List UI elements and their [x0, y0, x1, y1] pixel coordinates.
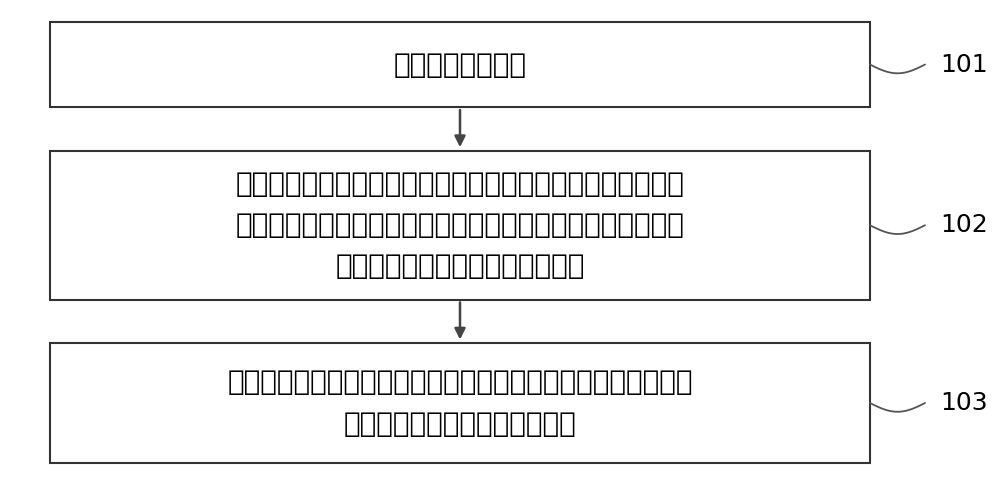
Text: 103: 103	[940, 391, 988, 415]
Text: 获取轮端需求扭矩: 获取轮端需求扭矩	[393, 51, 526, 78]
Text: 结合轮端需求扭矩、动力系统参数以及高压附件功耗需求，确
定目标运行模式，目标运行模式为符合当前整车驱动功率需求
以及整车高压附件功耗需求的模式: 结合轮端需求扭矩、动力系统参数以及高压附件功耗需求，确 定目标运行模式，目标运行…	[236, 170, 684, 281]
Text: 101: 101	[940, 53, 988, 76]
Text: 102: 102	[940, 213, 988, 237]
Bar	[50, 343, 870, 463]
Bar	[50, 22, 870, 107]
Bar	[50, 151, 870, 300]
Text: 在目标运行模式下控制发动机和驱动电机各自的扭矩，以使得混
合动力汽车达到目标动力经济性: 在目标运行模式下控制发动机和驱动电机各自的扭矩，以使得混 合动力汽车达到目标动力…	[227, 368, 693, 438]
